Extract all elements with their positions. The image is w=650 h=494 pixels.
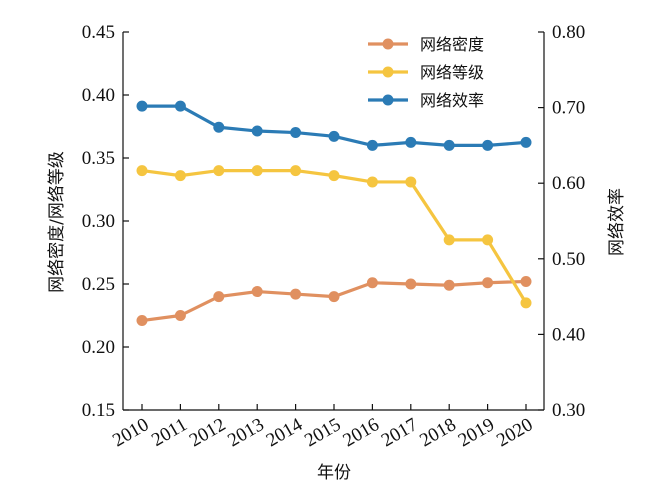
x-tick-label: 2018 <box>416 414 459 451</box>
data-point <box>482 234 494 246</box>
legend-label: 网络效率 <box>420 91 484 110</box>
right-y-tick-label: 0.60 <box>552 173 585 194</box>
x-tick-label: 2010 <box>109 414 152 451</box>
data-point <box>174 310 186 321</box>
x-axis-title: 年份 <box>317 463 351 483</box>
left-y-tick-label: 0.25 <box>82 274 115 295</box>
data-point <box>136 315 148 327</box>
data-point <box>443 139 455 151</box>
tick-labels: 0.15 0.20 0.25 0.30 0.35 0.40 0.45 0.30 0.40 0.50… <box>82 22 586 451</box>
x-tick-label: 2015 <box>301 414 344 451</box>
data-point <box>213 165 225 177</box>
x-tick-label: 2011 <box>148 414 191 451</box>
x-tick-label: 2016 <box>339 414 382 451</box>
data-point <box>443 279 455 291</box>
data-point <box>251 165 263 177</box>
data-point <box>366 139 378 151</box>
data-point <box>405 278 417 290</box>
data-point <box>520 297 532 309</box>
data-point <box>251 125 263 137</box>
data-point <box>405 136 417 148</box>
data-point <box>174 100 186 112</box>
data-point <box>290 288 302 300</box>
left-y-tick-label: 0.30 <box>82 211 115 232</box>
data-point <box>290 127 302 139</box>
x-tick-label: 2017 <box>378 414 421 451</box>
x-tick-label: 2013 <box>224 414 267 451</box>
data-point <box>520 275 532 287</box>
data-point <box>213 291 225 303</box>
data-point <box>482 277 494 289</box>
data-point <box>328 170 340 182</box>
data-point <box>366 277 378 289</box>
x-tick-label: 2019 <box>455 414 498 451</box>
x-tick-label: 2020 <box>493 414 536 451</box>
legend-marker <box>382 66 394 78</box>
left-y-tick-label: 0.35 <box>82 148 115 169</box>
x-tick-label: 2012 <box>186 414 229 451</box>
left-y-tick-label: 0.40 <box>82 85 115 106</box>
legend-label: 网络等级 <box>420 63 484 82</box>
data-point <box>213 121 225 133</box>
data-point <box>328 291 340 303</box>
right-y-tick-label: 0.30 <box>552 400 585 421</box>
right-y-tick-label: 0.50 <box>552 249 585 270</box>
left-y-tick-label: 0.20 <box>82 337 115 358</box>
left-y-axis-title: 网络密度/网络等级 <box>47 151 67 293</box>
data-point <box>405 176 417 188</box>
data-point <box>328 130 340 142</box>
right-y-axis-title: 网络效率 <box>607 188 627 256</box>
data-point <box>136 100 148 112</box>
data-point <box>251 286 263 298</box>
data-point <box>482 139 494 151</box>
x-tick-label: 2014 <box>263 414 307 451</box>
data-point <box>443 234 455 246</box>
right-y-tick-label: 0.80 <box>552 22 585 43</box>
data-point <box>174 170 186 182</box>
left-y-tick-label: 0.45 <box>82 22 115 43</box>
right-y-tick-label: 0.70 <box>552 98 585 119</box>
data-point <box>136 165 148 177</box>
data-point <box>520 136 532 148</box>
legend-marker <box>382 94 394 106</box>
left-y-tick-label: 0.15 <box>82 400 115 421</box>
data-point <box>366 176 378 188</box>
right-y-tick-label: 0.40 <box>552 324 585 345</box>
legend-marker <box>382 38 394 50</box>
series-group <box>136 100 532 327</box>
legend-label: 网络密度 <box>420 35 484 54</box>
axes <box>122 31 545 411</box>
data-point <box>290 165 302 177</box>
